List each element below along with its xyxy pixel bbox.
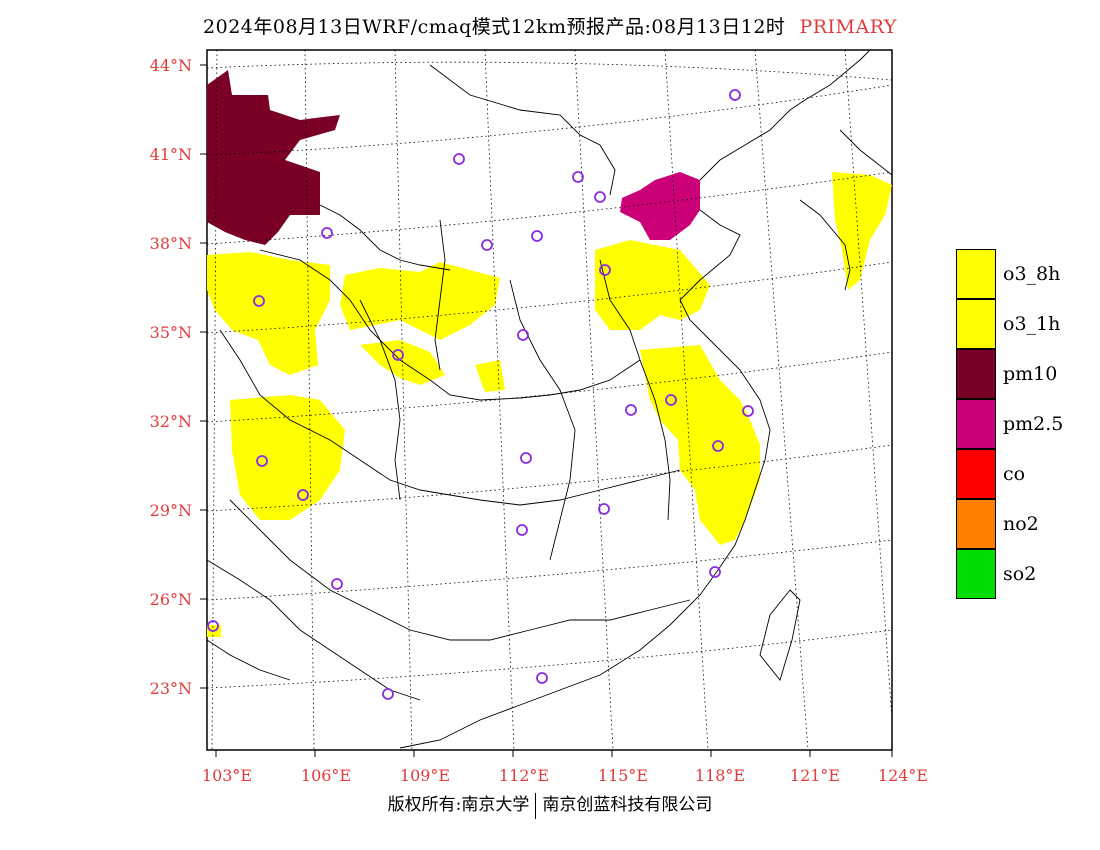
o3-region-shaanxi: [360, 340, 445, 385]
legend-swatch-no2: [956, 499, 996, 549]
footer-divider: [535, 792, 537, 819]
pm10-region: [207, 70, 340, 245]
lon-label-124: 124°E: [878, 766, 928, 785]
lat-label-23: 23°N: [150, 679, 192, 698]
lat-labels: 44°N 41°N 38°N 35°N 32°N 29°N 26°N 23°N: [150, 56, 192, 698]
lat-label-41: 41°N: [150, 145, 192, 164]
copyright-right: 南京创蓝科技有限公司: [542, 795, 713, 815]
o3-region-shandong: [595, 240, 710, 330]
copyright-left: 版权所有:南京大学: [387, 795, 530, 815]
legend-label-co: co: [1003, 463, 1026, 485]
legend-label-pm25: pm2.5: [1003, 413, 1064, 435]
map-frame: [206, 49, 893, 751]
graticule: [206, 49, 893, 751]
title-text: 2024年08月13日WRF/cmaq模式12km预报产品:08月13日12时: [203, 16, 786, 38]
boundaries: [206, 49, 893, 749]
o3-region-west: [207, 252, 330, 375]
lon-label-103: 103°E: [202, 766, 252, 785]
lon-label-115: 115°E: [598, 766, 648, 785]
tick-marks: [200, 64, 893, 757]
lat-label-32: 32°N: [150, 412, 192, 431]
lat-label-38: 38°N: [150, 234, 192, 253]
city-markers: [207, 89, 754, 700]
legend-swatch-pm25: [956, 399, 996, 449]
lon-label-106: 106°E: [301, 766, 351, 785]
copyright-footer: 版权所有:南京大学 南京创蓝科技有限公司: [0, 790, 1100, 819]
lon-label-121: 121°E: [790, 766, 840, 785]
legend-swatch-pm10: [956, 349, 996, 399]
legend-label-o3-8h: o3_8h: [1003, 263, 1061, 285]
legend-swatch-o3-8h: [956, 249, 996, 299]
o3-region-central: [340, 262, 500, 340]
pm25-region: [620, 172, 700, 240]
legend-swatch-o3-1h: [956, 299, 996, 349]
legend-label-o3-1h: o3_1h: [1003, 313, 1061, 335]
lat-label-26: 26°N: [150, 590, 192, 609]
lat-label-29: 29°N: [150, 501, 192, 520]
legend-label-so2: so2: [1003, 563, 1037, 585]
lon-label-112: 112°E: [499, 766, 549, 785]
lon-label-109: 109°E: [400, 766, 450, 785]
o3-region-korea: [832, 172, 892, 290]
lon-label-118: 118°E: [695, 766, 745, 785]
map-title: 2024年08月13日WRF/cmaq模式12km预报产品:08月13日12时 P…: [0, 12, 1100, 39]
legend-label-no2: no2: [1003, 513, 1039, 535]
legend-label-pm10: pm10: [1003, 363, 1058, 385]
lat-label-44: 44°N: [150, 56, 192, 75]
title-tag: PRIMARY: [799, 16, 897, 38]
lat-label-35: 35°N: [150, 323, 192, 342]
o3-region-sichuan: [230, 395, 345, 520]
legend-swatch-co: [956, 449, 996, 499]
pollution-layer: [207, 70, 892, 637]
lon-labels: 103°E 106°E 109°E 112°E 115°E 118°E 121°…: [202, 766, 928, 785]
legend-swatch-so2: [956, 549, 996, 599]
o3-region-henan-w: [475, 360, 505, 392]
